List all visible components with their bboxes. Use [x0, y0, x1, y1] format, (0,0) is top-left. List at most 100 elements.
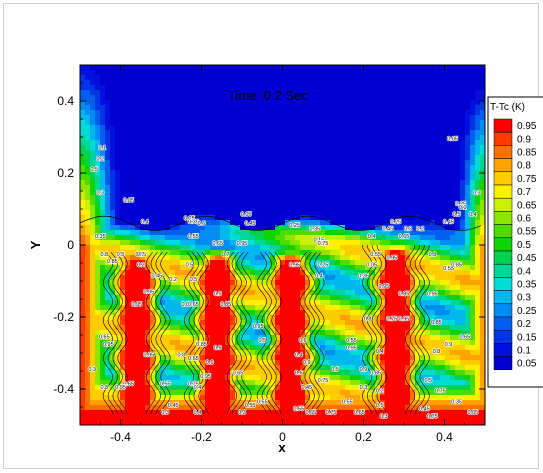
heatmap-cell — [295, 130, 301, 136]
heatmap-cell — [85, 215, 91, 221]
heatmap-cell — [430, 360, 436, 366]
heatmap-cell — [475, 255, 481, 261]
heatmap-cell — [380, 295, 386, 301]
heatmap-cell — [260, 355, 266, 361]
heatmap-cell — [435, 160, 441, 166]
heatmap-cell — [240, 300, 246, 306]
heatmap-cell — [165, 260, 171, 266]
heatmap-cell — [345, 130, 351, 136]
heatmap-cell — [210, 180, 216, 186]
heatmap-cell — [470, 95, 476, 101]
heatmap-cell — [210, 90, 216, 96]
heatmap-cell — [275, 95, 281, 101]
heatmap-cell — [305, 200, 311, 206]
heatmap-cell — [265, 205, 271, 211]
heatmap-cell — [175, 140, 181, 146]
heatmap-cell — [125, 325, 131, 331]
heatmap-cell — [165, 270, 171, 276]
heatmap-cell — [185, 175, 191, 181]
heatmap-cell — [175, 235, 181, 241]
heatmap-cell — [210, 240, 216, 246]
heatmap-cell — [445, 285, 451, 291]
heatmap-cell — [365, 215, 371, 221]
heatmap-cell — [365, 360, 371, 366]
heatmap-cell — [200, 235, 206, 241]
heatmap-cell — [250, 285, 256, 291]
heatmap-cell — [400, 325, 406, 331]
heatmap-cell — [480, 90, 485, 96]
heatmap-cell — [270, 345, 276, 351]
heatmap-cell — [305, 190, 311, 196]
heatmap-cell — [150, 145, 156, 151]
heatmap-cell — [460, 95, 466, 101]
heatmap-cell — [365, 120, 371, 126]
heatmap-cell — [115, 145, 121, 151]
heatmap-cell — [430, 165, 436, 171]
heatmap-cell — [325, 275, 331, 281]
heatmap-cell — [375, 315, 381, 321]
heatmap-cell — [90, 65, 96, 71]
heatmap-cell — [265, 230, 271, 236]
heatmap-cell — [160, 105, 166, 111]
heatmap-cell — [345, 155, 351, 161]
heatmap-cell — [185, 170, 191, 176]
heatmap-cell — [365, 90, 371, 96]
heatmap-cell — [280, 130, 286, 136]
heatmap-cell — [455, 255, 461, 261]
heatmap-cell — [400, 220, 406, 226]
heatmap-cell — [100, 225, 106, 231]
heatmap-cell — [470, 240, 476, 246]
heatmap-cell — [155, 165, 161, 171]
heatmap-cell — [270, 235, 276, 241]
heatmap-cell — [445, 325, 451, 331]
heatmap-cell — [180, 250, 186, 256]
heatmap-cell — [190, 305, 196, 311]
heatmap-cell — [350, 80, 356, 86]
heatmap-cell — [250, 175, 256, 181]
heatmap-cell — [225, 320, 231, 326]
heatmap-cell — [305, 100, 311, 106]
heatmap-cell — [160, 230, 166, 236]
heatmap-cell — [175, 350, 181, 356]
heatmap-cell — [455, 150, 461, 156]
heatmap-cell — [395, 185, 401, 191]
heatmap-cell — [120, 315, 126, 321]
heatmap-cell — [160, 265, 166, 271]
heatmap-cell — [290, 95, 296, 101]
heatmap-cell — [140, 325, 146, 331]
heatmap-cell — [255, 230, 261, 236]
heatmap-cell — [445, 330, 451, 336]
heatmap-cell — [265, 325, 271, 331]
heatmap-cell — [470, 105, 476, 111]
heatmap-cell — [105, 325, 111, 331]
heatmap-cell — [320, 120, 326, 126]
heatmap-cell — [450, 110, 456, 116]
heatmap-cell — [365, 340, 371, 346]
heatmap-cell — [195, 175, 201, 181]
heatmap-cell — [95, 365, 101, 371]
heatmap-cell — [235, 135, 241, 141]
heatmap-cell — [315, 85, 321, 91]
heatmap-cell — [135, 145, 141, 151]
heatmap-cell — [115, 245, 121, 251]
heatmap-cell — [400, 165, 406, 171]
heatmap-cell — [190, 230, 196, 236]
heatmap-cell — [455, 275, 461, 281]
heatmap-cell — [290, 255, 296, 261]
heatmap-cell — [335, 85, 341, 91]
heatmap-cell — [400, 90, 406, 96]
heatmap-cell — [450, 105, 456, 111]
heatmap-cell — [330, 275, 336, 281]
heatmap-cell — [400, 170, 406, 176]
heatmap-cell — [190, 200, 196, 206]
heatmap-cell — [440, 80, 446, 86]
heatmap-cell — [290, 265, 296, 271]
heatmap-cell — [155, 185, 161, 191]
heatmap-cell — [275, 230, 281, 236]
heatmap-cell — [220, 135, 226, 141]
heatmap-cell — [285, 75, 291, 81]
heatmap-cell — [435, 310, 441, 316]
heatmap-cell — [205, 235, 211, 241]
heatmap-cell — [465, 320, 471, 326]
heatmap-cell — [480, 345, 485, 351]
